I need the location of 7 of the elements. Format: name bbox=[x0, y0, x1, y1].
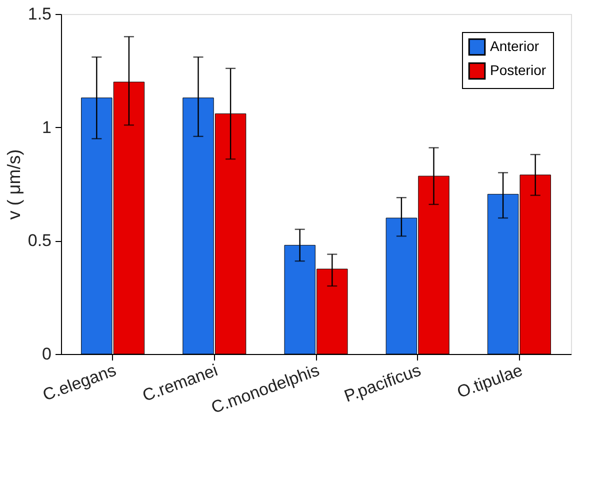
y-tick-label: 1 bbox=[42, 118, 52, 137]
y-tick-label: 0 bbox=[42, 344, 52, 364]
y-axis-title: v ( μm/s) bbox=[4, 149, 24, 220]
legend-label: Posterior bbox=[490, 62, 546, 78]
y-tick-label: 0.5 bbox=[28, 231, 52, 250]
legend-label: Anterior bbox=[490, 38, 540, 54]
y-tick-label: 1.5 bbox=[28, 4, 52, 24]
